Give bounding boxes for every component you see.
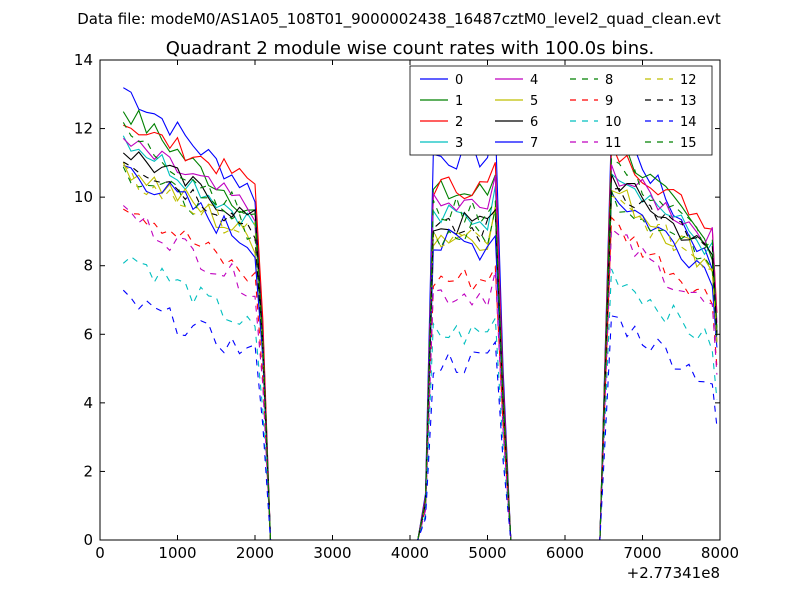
x-offset-label: +2.77341e8 (627, 564, 720, 582)
x-tick-label: 0 (95, 544, 105, 562)
x-tick-label: 1000 (158, 544, 196, 562)
series-line-9 (123, 208, 718, 541)
y-tick-label: 4 (83, 394, 93, 412)
series-line-2 (123, 124, 718, 541)
y-tick-label: 0 (83, 531, 93, 549)
legend-label-13: 13 (680, 94, 697, 109)
series-line-7 (123, 164, 718, 541)
y-tick-label: 2 (83, 462, 93, 480)
x-tick-label: 3000 (313, 544, 351, 562)
y-tick-label: 10 (74, 188, 93, 206)
x-axis: 0 1000 2000 3000 4000 5000 6000 7000 8000 (95, 60, 739, 562)
x-tick-label: 2000 (236, 544, 274, 562)
legend-label-5: 5 (530, 94, 538, 109)
legend-label-0: 0 (455, 73, 463, 88)
x-tick-label: 6000 (546, 544, 584, 562)
legend-label-8: 8 (605, 73, 613, 88)
legend-label-11: 11 (605, 136, 622, 151)
chart-title: Quadrant 2 module wise count rates with … (166, 38, 655, 59)
legend-label-3: 3 (455, 136, 463, 151)
legend-label-14: 14 (680, 115, 697, 130)
legend-label-12: 12 (680, 73, 697, 88)
y-tick-label: 14 (74, 51, 93, 69)
series-line-0 (123, 87, 718, 541)
legend-box (409, 65, 713, 156)
legend-label-6: 6 (530, 115, 538, 130)
x-tick-label: 4000 (391, 544, 429, 562)
series-line-15 (122, 122, 718, 541)
legend-label-9: 9 (605, 94, 613, 109)
y-tick-label: 12 (74, 120, 93, 138)
series-line-4 (122, 138, 718, 541)
series-layer (122, 87, 718, 541)
y-tick-label: 8 (83, 257, 93, 275)
legend-label-15: 15 (680, 136, 697, 151)
series-line-10 (122, 255, 718, 541)
legend-label-4: 4 (530, 73, 538, 88)
legend-label-10: 10 (605, 115, 622, 130)
series-line-13 (123, 161, 718, 541)
series-line-11 (122, 205, 718, 541)
x-tick-label: 7000 (623, 544, 661, 562)
x-tick-label: 5000 (468, 544, 506, 562)
series-line-8 (122, 166, 718, 541)
series-line-14 (122, 289, 718, 541)
series-line-12 (122, 164, 718, 541)
y-tick-label: 6 (83, 325, 93, 343)
x-tick-label: 8000 (701, 544, 739, 562)
chart-suptitle: Data file: modeM0/AS1A05_108T01_90000024… (77, 10, 721, 29)
legend-label-1: 1 (455, 94, 463, 109)
legend-label-7: 7 (530, 136, 538, 151)
legend-label-2: 2 (455, 115, 463, 130)
